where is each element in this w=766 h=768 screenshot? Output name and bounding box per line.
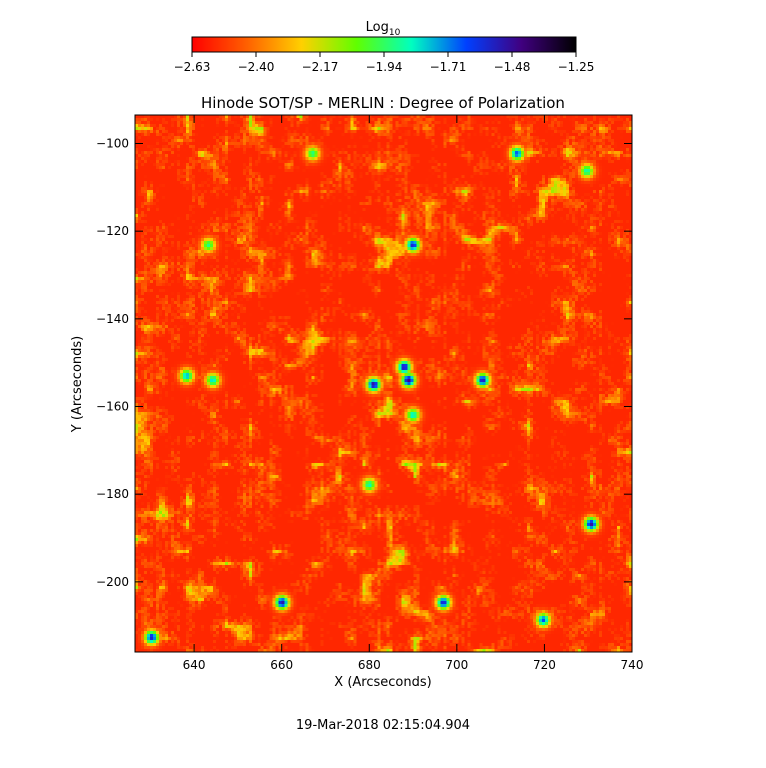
- y-tick-label: −200: [96, 575, 129, 589]
- chart-title: Hinode SOT/SP - MERLIN : Degree of Polar…: [201, 94, 565, 112]
- y-tick-label: −140: [96, 312, 129, 326]
- x-tick-label: 700: [445, 658, 468, 672]
- colorbar-tick-label: −1.71: [430, 60, 467, 74]
- x-axis-label: X (Arcseconds): [334, 675, 431, 690]
- plot-area: 640 660 680 700 720 740 −100−120−140−160−180−…: [96, 114, 644, 672]
- colorbar-tick-label: −2.17: [302, 60, 339, 74]
- y-tick-label: −180: [96, 487, 129, 501]
- colorbar-label-base: Log: [366, 20, 389, 35]
- x-tick-label: 720: [533, 658, 556, 672]
- heatmap-image: [135, 115, 632, 652]
- x-axis: 640 660 680 700 720 740: [183, 115, 644, 672]
- colorbar-gradient: [191, 36, 577, 53]
- colorbar-tick-label: −1.25: [558, 60, 595, 74]
- colorbar-tick-label: −1.48: [494, 60, 531, 74]
- colorbar-ticks: −2.63 −2.40 −2.17 −1.94 −1.71 −1.48 −1.25: [174, 52, 595, 74]
- colorbar-label: Log10: [366, 20, 401, 38]
- colorbar-tick-label: −2.40: [238, 60, 275, 74]
- y-tick-label: −100: [96, 136, 129, 150]
- x-tick-label: 680: [358, 658, 381, 672]
- y-axis-label: Y (Arcseconds): [70, 336, 85, 433]
- y-axis: −100 −120 −140 −160 −180 −200: [96, 136, 632, 589]
- plot-frame: [134, 114, 633, 653]
- x-tick-label: 640: [183, 658, 206, 672]
- x-tick-label: 660: [270, 658, 293, 672]
- y-tick-label: −160: [96, 400, 129, 414]
- colorbar-tick-label: −2.63: [174, 60, 211, 74]
- x-tick-label: 740: [621, 658, 644, 672]
- timestamp: 19-Mar-2018 02:15:04.904: [296, 718, 470, 733]
- y-tick-label: −120: [96, 224, 129, 238]
- colorbar-label-sub: 10: [389, 28, 401, 38]
- colorbar: Log10 −2.63 −2.40 −2.17 −1.94 −1.71 −1.48 −1.2…: [174, 20, 595, 74]
- colorbar-tick-label: −1.94: [366, 60, 403, 74]
